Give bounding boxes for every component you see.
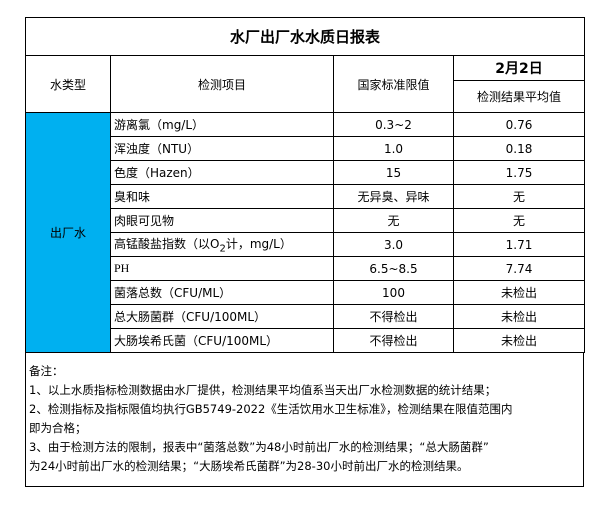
note-line: 为24小时前出厂水的检测结果；“大肠埃希氏菌群”为28-30小时前出厂水的检测结… <box>29 459 469 473</box>
item-cell: 浑浊度（NTU） <box>110 136 334 161</box>
table-row: 大肠埃希氏菌（CFU/100ML） 不得检出 未检出 <box>26 328 586 353</box>
table-row: 高锰酸盐指数（以O2计，mg/L） 3.0 1.71 <box>26 232 586 257</box>
result-cell: 0.18 <box>452 136 586 161</box>
limit-cell: 100 <box>333 280 454 305</box>
item-subscript: 2 <box>219 243 226 255</box>
note-line: 3、由于检测方法的限制，报表中“菌落总数”为48小时前出厂水的检测结果；“总大肠… <box>29 440 489 454</box>
report-title: 水厂出厂水水质日报表 <box>24 17 586 56</box>
limit-cell: 3.0 <box>333 232 454 257</box>
header-date: 2月2日 <box>452 55 586 81</box>
table-row: 色度（Hazen） 15 1.75 <box>26 160 586 185</box>
note-line: 1、以上水质指标检测数据由水厂提供，检测结果平均值系当天出厂水检测数据的统计结果… <box>29 383 497 397</box>
result-cell: 1.75 <box>452 160 586 185</box>
result-cell: 1.71 <box>452 232 586 257</box>
item-cell: 游离氯（mg/L） <box>110 112 334 137</box>
result-cell: 无 <box>452 184 586 209</box>
notes-box: 备注： 1、以上水质指标检测数据由水厂提供，检测结果平均值系当天出厂水检测数据的… <box>25 353 584 487</box>
table-row: 肉眼可见物无无 <box>26 208 586 233</box>
report-table: 水厂出厂水水质日报表 水类型 检测项目 国家标准限值 2月2日 检测结果平均值 … <box>24 17 586 353</box>
header-limit: 国家标准限值 <box>333 55 454 113</box>
table-row: PH 6.5~8.5 7.74 <box>26 256 586 281</box>
table-row: 出厂水 游离氯（mg/L） 0.3~2 0.76 <box>25 112 586 353</box>
item-cell: 菌落总数（CFU/ML） <box>110 280 334 305</box>
limit-cell: 6.5~8.5 <box>333 256 454 281</box>
note-line: 2、检测指标及指标限值均执行GB5749-2022《生活饮用水卫生标准》，检测结… <box>29 402 513 416</box>
limit-cell: 无 <box>333 208 454 233</box>
result-cell: 无 <box>452 208 586 233</box>
limit-cell: 无异臭、异味 <box>333 184 454 209</box>
header-result: 检测结果平均值 <box>452 80 586 113</box>
result-cell: 未检出 <box>452 280 586 305</box>
item-cell: 肉眼可见物 <box>110 208 334 233</box>
item-cell: 大肠埃希氏菌（CFU/100ML） <box>110 328 334 353</box>
header-water-type: 水类型 <box>25 55 111 113</box>
item-text: 高锰酸盐指数（以O <box>114 236 220 251</box>
limit-cell: 不得检出 <box>333 328 454 353</box>
result-cell: 未检出 <box>452 328 586 353</box>
note-line: 即为合格； <box>29 421 87 435</box>
water-quality-report: 水厂出厂水水质日报表 水类型 检测项目 国家标准限值 2月2日 检测结果平均值 … <box>24 17 586 487</box>
result-cell: 0.76 <box>452 112 586 137</box>
item-cell: PH <box>110 256 334 281</box>
notes-heading: 备注： <box>29 364 64 378</box>
limit-cell: 0.3~2 <box>333 112 454 137</box>
table-row: 臭和味 无异臭、异味无 <box>26 184 586 209</box>
item-cell: 臭和味 <box>110 184 334 209</box>
header-item: 检测项目 <box>110 55 334 113</box>
limit-cell: 15 <box>333 160 454 185</box>
water-type-cell: 出厂水 <box>25 112 111 353</box>
result-cell: 7.74 <box>452 256 586 281</box>
limit-cell: 不得检出 <box>333 304 454 329</box>
result-cell: 未检出 <box>452 304 586 329</box>
item-cell: 总大肠菌群（CFU/100ML） <box>110 304 334 329</box>
table-row: 浑浊度（NTU） 1.0 0.18 <box>26 136 586 161</box>
table-row: 菌落总数（CFU/ML） 100 未检出 <box>26 280 586 305</box>
item-cell: 色度（Hazen） <box>110 160 334 185</box>
item-cell: 高锰酸盐指数（以O2计，mg/L） <box>110 232 334 257</box>
item-text: 计，mg/L） <box>225 236 292 251</box>
limit-cell: 1.0 <box>333 136 454 161</box>
